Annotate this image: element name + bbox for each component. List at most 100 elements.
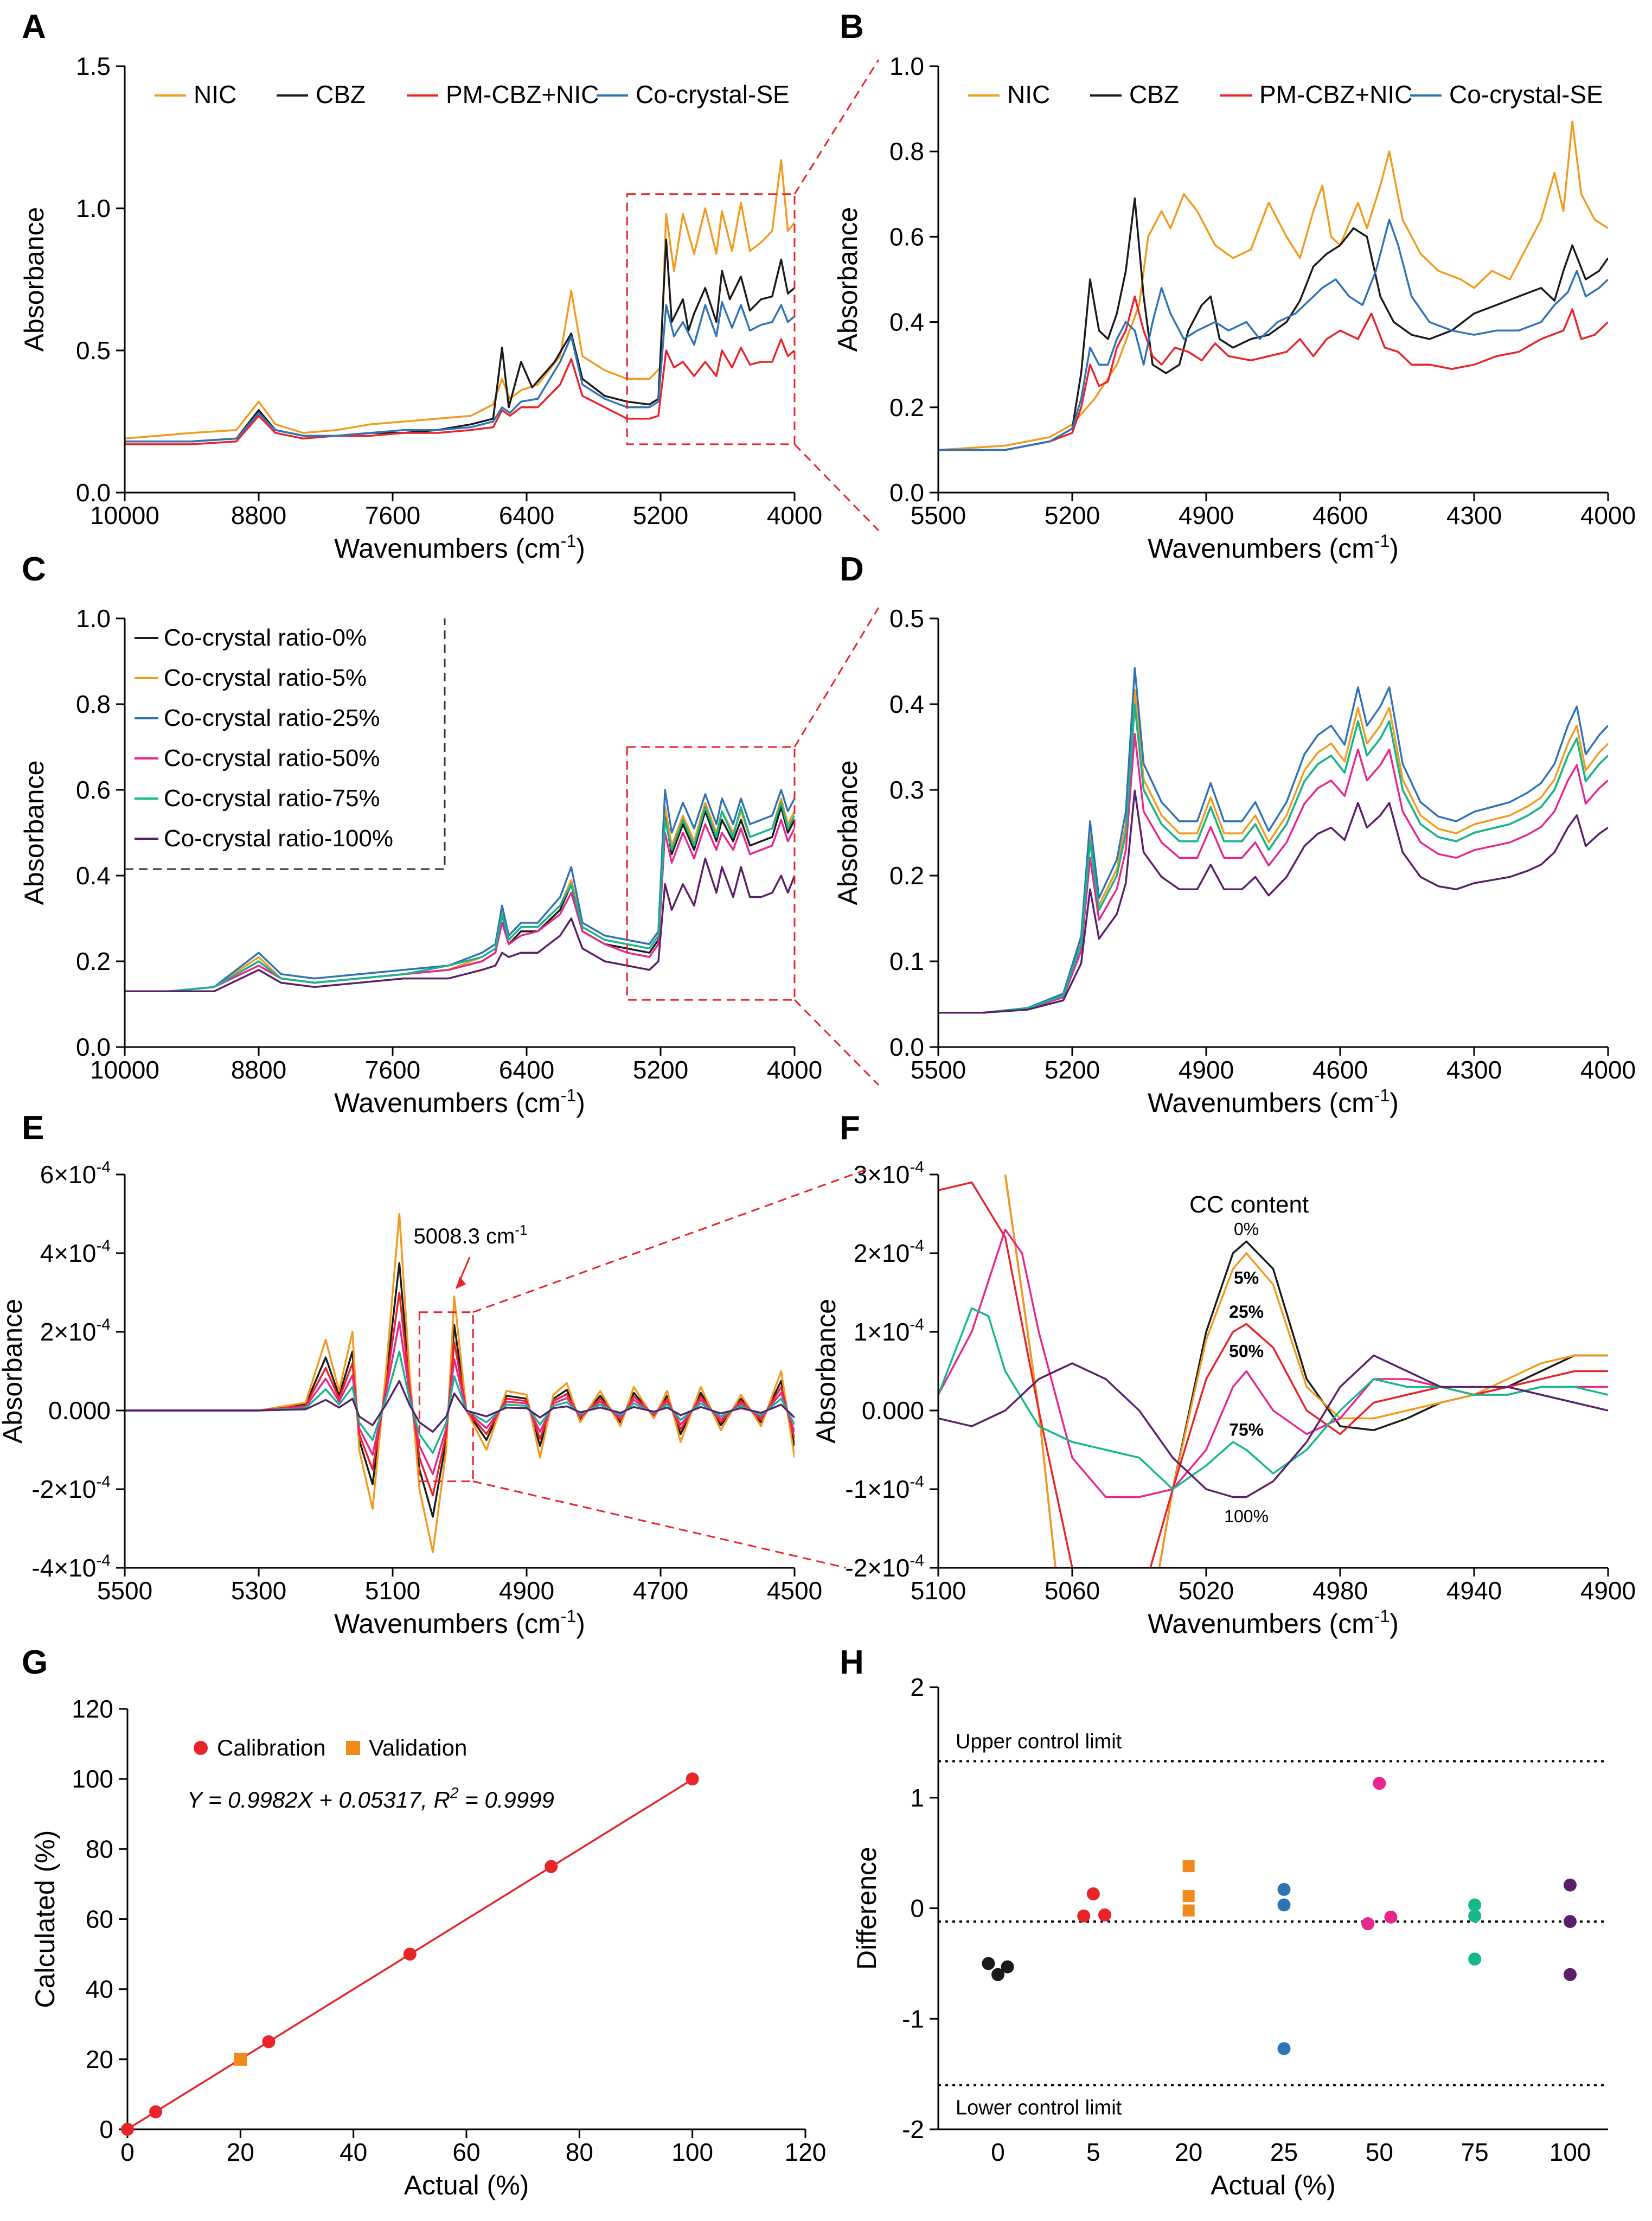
panel-a-line-NIC: [125, 159, 795, 440]
panel-d-x-tick-label: 5200: [1045, 1056, 1100, 1084]
panel-b-line-CBZ: [938, 197, 1608, 451]
panel-f-y-tick-label: 1×10-4: [854, 1316, 924, 1346]
panel-e-connector-top: [472, 1168, 868, 1313]
panel-e-y-tick-label: 4×10-4: [40, 1237, 111, 1267]
panel-f-curve-label: 75%: [1229, 1420, 1264, 1439]
panel-h-x-axis-title: Actual (%): [1211, 2170, 1336, 2200]
panel-g-point-calibration: [149, 2105, 163, 2118]
panel-g-x-tick-label: 40: [340, 2138, 367, 2166]
panel-g-legend: Calibration Validation: [194, 1735, 467, 1760]
panel-h-point: [1564, 1914, 1577, 1928]
panel-d-y-tick-label: 0.1: [889, 947, 924, 975]
panel-a-y-tick-label: 1.0: [76, 194, 111, 222]
panel-d-x-tick-label: 4900: [1179, 1056, 1234, 1084]
panel-b-series: [938, 120, 1608, 451]
panel-f-y-axis-title: Absorbance: [811, 1299, 841, 1444]
panel-h-point: [1182, 1904, 1195, 1917]
panel-b-x-axis-title: Wavenumbers (cm-1): [1148, 531, 1399, 564]
panel-f-panel-label: F: [840, 1109, 860, 1147]
panel-c-x-tick-label: 10000: [90, 1056, 159, 1084]
panel-c-legend-label: Co-crystal ratio-0%: [164, 624, 367, 651]
panel-e-y-tick-label: 0.000: [48, 1396, 111, 1425]
panel-e-annotation-arrowhead: [456, 1277, 466, 1289]
panel-h-x-tick-label: 0: [991, 2138, 1005, 2166]
panel-b-legend-label: NIC: [1007, 80, 1050, 109]
panel-g-point-calibration: [121, 2123, 134, 2136]
panel-f-curve-label: 0%: [1234, 1220, 1259, 1239]
panel-a-y-axis-title: Absorbance: [19, 207, 49, 352]
panel-h-y-tick-label: 0: [910, 1894, 924, 1923]
panel-a-legend-label: NIC: [194, 80, 236, 109]
panel-h-point: [1182, 1860, 1195, 1873]
panel-h-point: [991, 1968, 1004, 1981]
panel-c-legend-box: [125, 618, 446, 870]
panel-g-legend-label: Validation: [369, 1735, 467, 1760]
panel-c-legend-label: Co-crystal ratio-5%: [164, 665, 367, 691]
panel-f-line-25-: [938, 1181, 1608, 1568]
panel-a-x-ticks: 10000 8800 7600 6400 5200 4000: [90, 493, 822, 529]
panel-d-y-tick-label: 0.3: [889, 776, 924, 804]
panel-h-point: [1384, 1910, 1398, 1924]
panel-c-x-tick-label: 8800: [231, 1056, 286, 1084]
panel-b-axis-lines: [937, 66, 1608, 494]
panel-b-y-axis-title: Absorbance: [833, 207, 863, 352]
panel-c-legend-label: Co-crystal ratio-50%: [164, 745, 380, 771]
panel-c-x-tick-label: 4000: [767, 1056, 822, 1084]
panel-f-curve-label: 100%: [1224, 1507, 1269, 1526]
panel-b-x-ticks: 5500 5200 4900 4600 4300 4000: [911, 493, 1636, 529]
panel-b-line-PM-CBZ-NIC: [938, 295, 1608, 451]
panel-b-panel-label: B: [840, 8, 864, 46]
panel-d-series: [938, 667, 1608, 1014]
panel-e-series: [125, 1212, 795, 1553]
panel-d-y-tick-label: 0.4: [889, 690, 924, 718]
panel-g-y-tick-label: 80: [86, 1835, 113, 1863]
panel-d-panel-label: D: [840, 551, 864, 588]
panel-g-y-tick-label: 0: [99, 2115, 113, 2143]
panel-c-x-tick-label: 7600: [365, 1056, 420, 1084]
panel-d-x-axis-title: Wavenumbers (cm-1): [1148, 1086, 1399, 1118]
panel-h-point: [1277, 2042, 1291, 2056]
panel-f-x-tick-label: 5100: [911, 1577, 966, 1605]
panel-h-y-tick-label: -2: [902, 2115, 924, 2143]
panel-g-y-ticks: 0 20 40 60 80 100 120: [72, 1695, 127, 2143]
panel-f-y-tick-label: -2×10-4: [845, 1552, 924, 1582]
panel-a-series: [125, 159, 795, 445]
panel-h-point: [1564, 1878, 1577, 1892]
panel-f-line-100-: [938, 1354, 1608, 1498]
panel-e-x-ticks: 5500 5300 5100 4900 4700 4500: [97, 1568, 822, 1605]
panel-b-y-tick-label: 0.4: [889, 308, 924, 336]
panel-b-y-tick-label: 1.0: [889, 52, 924, 80]
panel-g-point-calibration: [545, 1860, 558, 1873]
panel-h-y-tick-label: 2: [910, 1673, 924, 1701]
zoom-connectors: [472, 59, 880, 1569]
panel-g-y-tick-label: 40: [86, 1975, 113, 2003]
panel-d-line-25-: [938, 667, 1608, 1014]
panel-g-x-tick-label: 80: [566, 2138, 593, 2166]
panel-g-x-ticks: 0 20 40 60 80 100 120: [120, 2129, 826, 2166]
panel-b-x-tick-label: 4300: [1446, 501, 1502, 529]
panel-h-point: [1468, 1909, 1482, 1923]
panel-a-y-tick-label: 0.5: [76, 336, 111, 365]
panel-a-y-tick-label: 0.0: [76, 478, 111, 507]
panel-b-legend-label: Co-crystal-SE: [1449, 80, 1603, 109]
panel-b-x-tick-label: 5200: [1045, 501, 1100, 529]
panel-h-y-axis-title: Difference: [851, 1847, 882, 1970]
panel-g-x-tick-label: 60: [452, 2138, 480, 2166]
panel-c-line-Co-crystal-ratio-25-: [125, 789, 795, 993]
panel-b-x-tick-label: 4900: [1179, 501, 1234, 529]
panel-g-legend-label: Calibration: [217, 1735, 326, 1760]
panel-e-y-tick-label: -2×10-4: [31, 1473, 111, 1503]
panel-b-legend: NIC CBZ PM-CBZ+NIC Co-crystal-SE: [968, 80, 1603, 109]
panel-e-y-tick-label: 6×10-4: [40, 1158, 111, 1189]
panel-a-y-tick-label: 1.5: [76, 52, 111, 80]
panel-c-panel-label: C: [22, 551, 46, 588]
panel-h-y-ticks: -2 -1 0 1 2: [902, 1673, 938, 2143]
panel-e-y-axis-title: Absorbance: [0, 1299, 28, 1444]
panel-g-y-tick-label: 100: [72, 1765, 113, 1793]
panel-c-series: [125, 789, 795, 993]
panel-d-line-50-: [938, 733, 1608, 1014]
panel-a-x-tick-label: 7600: [365, 501, 420, 529]
panel-e-x-axis-title: Wavenumbers (cm-1): [334, 1606, 585, 1639]
panel-h-point: [1277, 1898, 1291, 1912]
panel-d-x-tick-label: 4600: [1312, 1056, 1368, 1084]
